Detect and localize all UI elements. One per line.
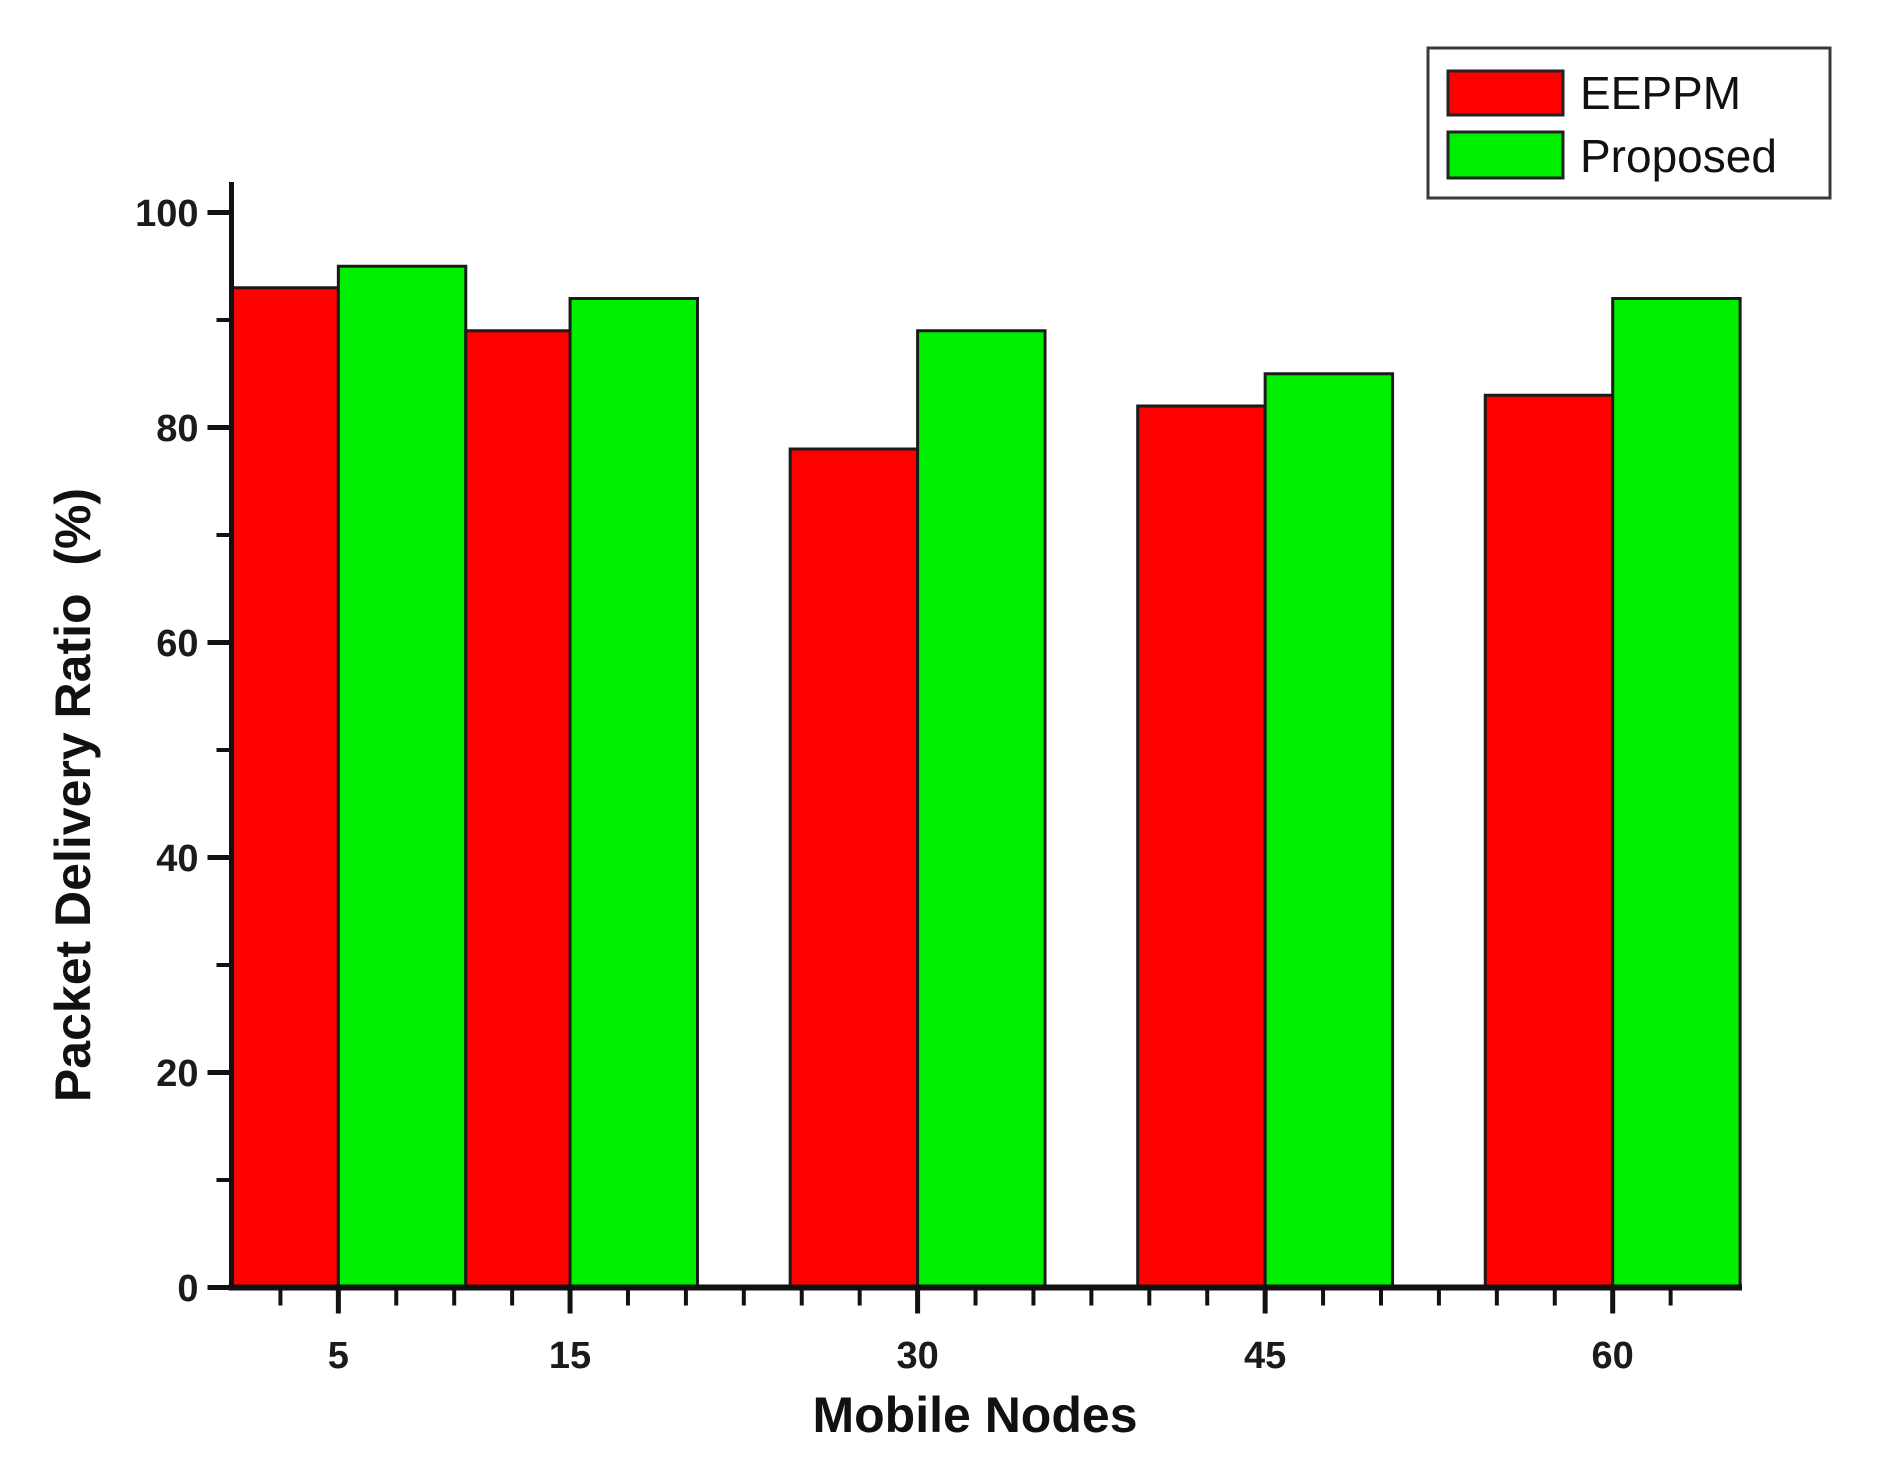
x-tick-label-45: 45 [1244, 1335, 1286, 1377]
y-tick-label-0: 0 [177, 1268, 198, 1310]
x-tick-label-15: 15 [549, 1335, 591, 1377]
legend: EEPPM Proposed [1426, 46, 1832, 200]
x-tick-label-30: 30 [896, 1335, 938, 1377]
y-tick-label-40: 40 [156, 838, 198, 880]
y-tick-label-80: 80 [156, 408, 198, 450]
x-tick-label-5: 5 [328, 1335, 349, 1377]
bar-eeppm-5 [230, 286, 340, 1290]
bar-proposed-15 [568, 297, 699, 1290]
plot-area: 0 20 40 60 80 100 5 15 30 45 60 [135, 182, 1742, 1377]
legend-swatch-proposed [1446, 130, 1565, 180]
y-axis-title: Packet Delivery Ratio (%) [45, 488, 101, 1102]
y-tick-label-60: 60 [156, 623, 198, 665]
bar-proposed-30 [916, 329, 1047, 1290]
y-tick-label-20: 20 [156, 1053, 198, 1095]
legend-label-proposed: Proposed [1580, 130, 1777, 182]
legend-label-eeppm: EEPPM [1580, 67, 1741, 119]
bar-proposed-60 [1611, 297, 1742, 1290]
bar-proposed-45 [1263, 372, 1395, 1290]
bar-eeppm-45 [1136, 404, 1267, 1290]
bar-eeppm-60 [1483, 393, 1615, 1290]
y-tick-label-100: 100 [135, 193, 198, 235]
bar-eeppm-15 [464, 329, 572, 1290]
x-tick-label-60: 60 [1592, 1335, 1634, 1377]
legend-swatch-eeppm [1446, 69, 1565, 117]
bar-eeppm-30 [788, 447, 920, 1290]
x-axis-title: Mobile Nodes [812, 1387, 1137, 1443]
bar-proposed-5 [336, 264, 468, 1290]
